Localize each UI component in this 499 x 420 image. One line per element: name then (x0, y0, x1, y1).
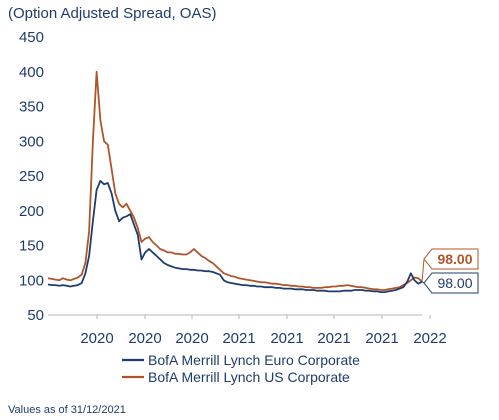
callout-box-euro (423, 272, 479, 294)
callout-leader-us (421, 258, 425, 282)
callout-label-euro: 98.00 (437, 275, 472, 291)
callout-label-us: 98.00 (437, 251, 472, 267)
callout-leader-euro (421, 281, 425, 284)
chart-title: (Option Adjusted Spread, OAS) (8, 5, 216, 22)
y-tick-label: 150 (19, 238, 44, 255)
x-tick-label: 2020 (128, 330, 161, 347)
x-tick-label: 2021 (365, 330, 398, 347)
callout-box-us (423, 248, 479, 270)
x-tick-label: 2022 (413, 330, 446, 347)
y-tick-label: 350 (19, 99, 44, 116)
legend-label: BofA Merrill Lynch Euro Corporate (148, 352, 360, 368)
series-layer (47, 70, 423, 294)
legend-label: BofA Merrill Lynch US Corporate (148, 369, 350, 385)
y-tick-label: 250 (19, 168, 44, 185)
x-tick-label: 2021 (270, 330, 303, 347)
y-tick-label: 450 (19, 29, 44, 46)
series-line-euro-corporate (47, 179, 423, 294)
y-tick-label: 100 (19, 272, 44, 289)
x-tick-label: 2021 (317, 330, 350, 347)
y-axis-ticks: 50 100 150 200 250 300 350 400 450 (19, 29, 44, 324)
x-tick-label: 2020 (80, 330, 113, 347)
x-tick-label: 2021 (222, 330, 255, 347)
footnote: Values as of 31/12/2021 (8, 404, 126, 416)
series-line-us-corporate (47, 70, 423, 291)
y-tick-label: 200 (19, 203, 44, 220)
end-value-callouts: 98.00 98.00 (421, 248, 479, 294)
y-tick-label: 400 (19, 64, 44, 81)
y-tick-label: 50 (27, 307, 44, 324)
x-tick-label: 2020 (175, 330, 208, 347)
y-tick-label: 300 (19, 133, 44, 150)
x-axis-ticks: 2020 2020 2020 2021 2021 2021 2021 2022 (80, 315, 447, 347)
